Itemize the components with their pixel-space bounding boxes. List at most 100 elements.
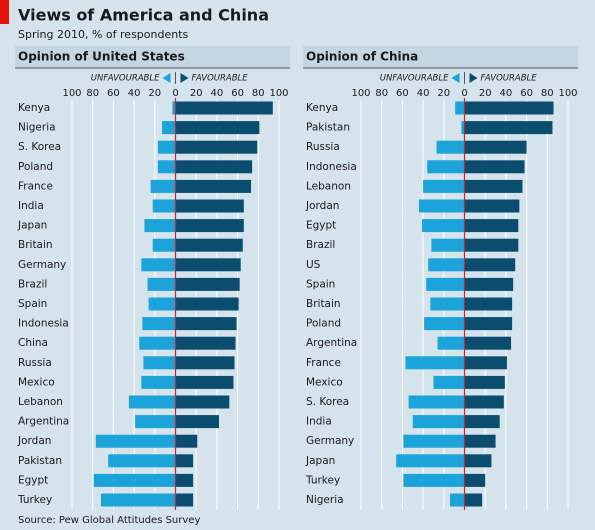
x-tick-label: 80 [252, 88, 265, 99]
bar [464, 473, 486, 487]
bar [175, 434, 198, 448]
legend-arrow [162, 73, 171, 83]
category-label: Jordan [305, 200, 339, 212]
bar [175, 121, 260, 135]
x-tick-label: 80 [86, 88, 99, 99]
bar [142, 317, 176, 331]
bar [172, 101, 176, 115]
bar [464, 121, 553, 135]
x-tick-label: 0 [172, 88, 178, 99]
x-tick-label: 20 [437, 88, 450, 99]
category-label: Germany [18, 259, 66, 271]
bar [175, 258, 241, 272]
bar [430, 297, 465, 311]
bar [464, 199, 520, 213]
category-label: Lebanon [18, 396, 63, 408]
bar [128, 395, 176, 409]
category-label: Indonesia [18, 318, 69, 330]
x-tick-label: 60 [520, 88, 533, 99]
x-tick-label: 20 [479, 88, 492, 99]
legend-arrow [451, 73, 460, 83]
bar [175, 317, 237, 331]
bar [175, 160, 253, 174]
bar [148, 297, 176, 311]
panel-header [303, 46, 578, 68]
chart-title: Views of America and China [18, 6, 269, 25]
category-label: Poland [306, 318, 341, 330]
bar [108, 454, 176, 468]
bar [408, 395, 465, 409]
legend-label: FAVOURABLE [192, 74, 249, 84]
category-label: Mexico [306, 376, 343, 388]
bar [464, 317, 513, 331]
bar [147, 277, 176, 291]
bar [422, 219, 465, 233]
bar [464, 277, 514, 291]
x-tick-label: 100 [558, 88, 577, 99]
category-label: Egypt [306, 220, 336, 232]
legend-label: UNFAVOURABLE [380, 74, 449, 84]
bar [175, 277, 240, 291]
x-tick-label: 20 [190, 88, 203, 99]
legend-arrow [469, 73, 478, 83]
bar [464, 356, 507, 370]
bar [418, 199, 465, 213]
panel-header [15, 46, 290, 68]
category-label: Russia [18, 357, 52, 369]
bar [427, 160, 465, 174]
bar [464, 434, 496, 448]
x-tick-label: 20 [148, 88, 161, 99]
bar [175, 140, 258, 154]
bar [175, 375, 234, 389]
bar [464, 493, 483, 507]
x-tick-label: 80 [375, 88, 388, 99]
category-label: Russia [306, 141, 340, 153]
x-tick-label: 0 [461, 88, 467, 99]
bar [428, 258, 465, 272]
bar [150, 179, 176, 193]
bar [152, 238, 176, 252]
category-label: Spain [306, 278, 335, 290]
category-label: India [18, 200, 44, 212]
x-tick-label: 60 [231, 88, 244, 99]
bar [436, 140, 465, 154]
bar [175, 454, 194, 468]
source: Source: Pew Global Attitudes Survey [18, 515, 200, 526]
bar [403, 434, 465, 448]
x-tick-label: 60 [107, 88, 120, 99]
bar [143, 356, 176, 370]
bar [175, 101, 273, 115]
category-label: Argentina [306, 337, 357, 349]
x-tick-label: 60 [396, 88, 409, 99]
x-tick-label: 100 [62, 88, 81, 99]
panel-title: Opinion of United States [18, 50, 185, 64]
category-label: Egypt [18, 474, 48, 486]
bar [175, 356, 235, 370]
red-tag [0, 0, 9, 24]
category-label: France [18, 180, 53, 192]
bar [144, 219, 176, 233]
category-label: Argentina [18, 416, 69, 428]
bar [175, 238, 243, 252]
bar [464, 415, 500, 429]
bar [450, 493, 465, 507]
category-label: S. Korea [18, 141, 61, 153]
x-tick-label: 100 [269, 88, 288, 99]
bar [433, 375, 465, 389]
bar [464, 395, 504, 409]
category-label: Nigeria [306, 494, 344, 506]
x-tick-label: 40 [211, 88, 224, 99]
bar [141, 375, 176, 389]
bar [464, 375, 505, 389]
bar [464, 160, 525, 174]
bar [464, 454, 492, 468]
bar [175, 199, 244, 213]
category-label: Indonesia [306, 161, 357, 173]
category-label: China [18, 337, 48, 349]
bar [423, 179, 465, 193]
x-tick-label: 80 [541, 88, 554, 99]
bar [464, 258, 516, 272]
category-label: Jordan [17, 435, 51, 447]
bar [175, 395, 230, 409]
